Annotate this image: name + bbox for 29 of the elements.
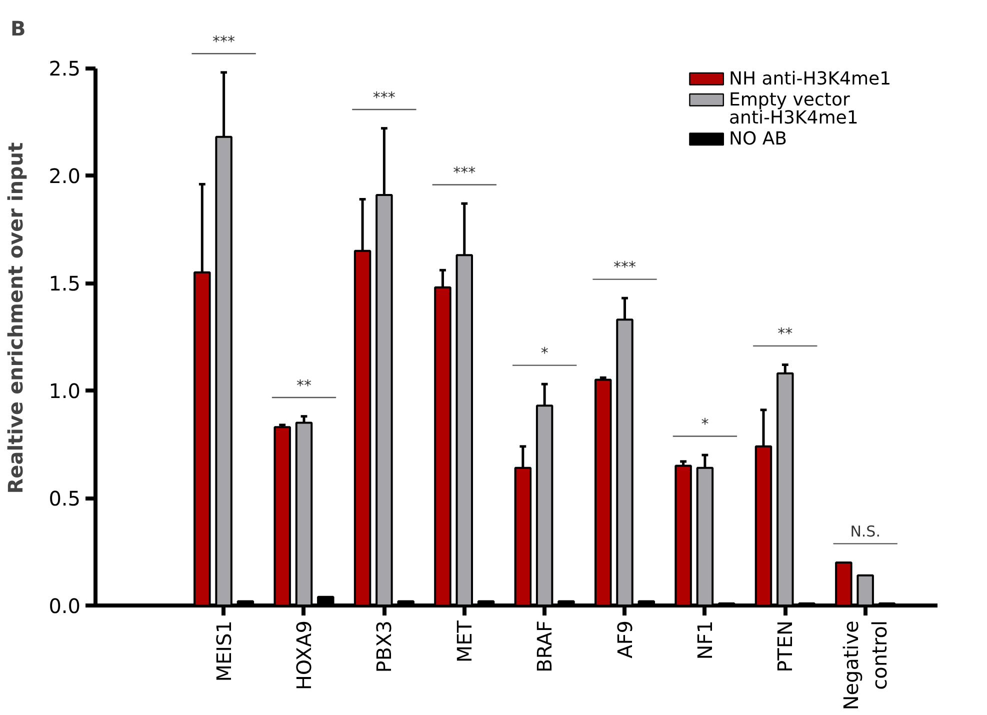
x-tick-label: NF1: [692, 620, 717, 660]
legend-label: NH anti-H3K4me1: [729, 68, 892, 90]
annotation: N.S.: [850, 522, 880, 540]
text: B: [10, 16, 26, 40]
x-tick-label: Negative control: [838, 620, 892, 710]
annotation: ***: [453, 164, 476, 182]
annotation: ***: [372, 88, 396, 106]
y-tick-label: 0.0: [48, 594, 81, 618]
text: ***: [212, 32, 236, 50]
y-tick-label: 2.0: [48, 164, 81, 188]
y-tick-label: 0.5: [48, 486, 81, 511]
annotation: *: [701, 415, 710, 433]
x-tick-label: MET: [452, 620, 476, 663]
x-tick-label: PBX3: [372, 620, 396, 673]
annotation: ***: [614, 258, 637, 276]
y-tick-label: 2.5: [48, 56, 81, 81]
y-tick-label: 1.0: [48, 379, 81, 404]
y-tick-label: 1.5: [48, 272, 81, 296]
x-tick-label: BRAF: [532, 620, 557, 672]
x-tick-label: AF9: [612, 620, 637, 658]
legend-label: NO AB: [729, 128, 788, 150]
x-tick-label: PTEN: [773, 620, 798, 672]
annotation: **: [778, 324, 794, 343]
legend-label: Empty vector anti-H3K4me1: [729, 89, 858, 129]
x-tick-label: MEIS1: [212, 620, 236, 682]
annotation: **: [296, 376, 312, 394]
annotation: *: [540, 344, 549, 362]
x-tick-label: HOXA9: [292, 620, 316, 690]
y-axis-title: Realtive enrichment over input: [4, 142, 28, 494]
